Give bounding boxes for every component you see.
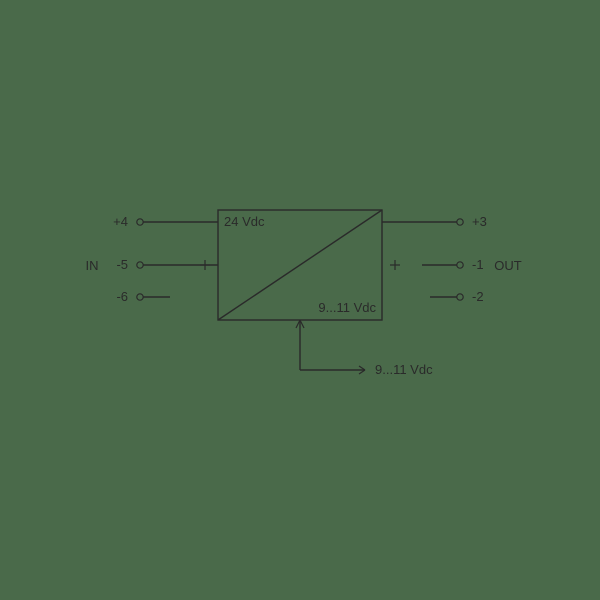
- terminal-1-label: -1: [472, 257, 484, 272]
- terminal-5-label: -5: [116, 257, 128, 272]
- terminal-5: [137, 262, 143, 268]
- terminal-2-label: -2: [472, 289, 484, 304]
- bottom-tap-label: 9...11 Vdc: [375, 362, 433, 377]
- terminal-3: [457, 219, 463, 225]
- block-top-label: 24 Vdc: [224, 214, 265, 229]
- terminal-4-label: +4: [113, 214, 128, 229]
- schematic-canvas: 24 Vdc 9...11 Vdc IN OUT +4 -5 -6 +3 -1 -2 9...11 …: [0, 0, 600, 600]
- terminal-6-label: -6: [116, 289, 128, 304]
- in-label: IN: [86, 258, 99, 273]
- block-bottom-label: 9...11 Vdc: [318, 300, 376, 315]
- terminal-1: [457, 262, 463, 268]
- terminal-4: [137, 219, 143, 225]
- canvas-bg: [0, 0, 600, 600]
- terminal-2: [457, 294, 463, 300]
- terminal-3-label: +3: [472, 214, 487, 229]
- terminal-6: [137, 294, 143, 300]
- out-label: OUT: [494, 258, 522, 273]
